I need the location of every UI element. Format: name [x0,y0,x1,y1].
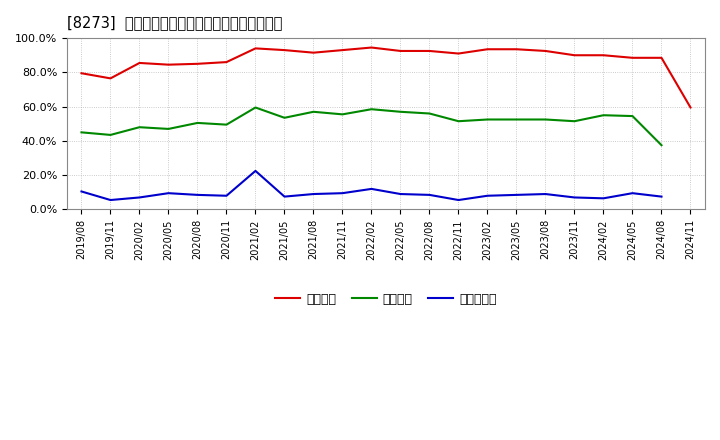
現預金比率 [77,189,86,194]
現預金比率 [570,195,579,200]
流動比率 [570,53,579,58]
当座比率 [309,109,318,114]
当座比率 [106,132,114,138]
流動比率 [193,61,202,66]
現預金比率 [193,192,202,198]
現預金比率 [338,191,347,196]
流動比率 [222,59,231,65]
現預金比率 [512,192,521,198]
現預金比率 [599,196,608,201]
現預金比率 [454,198,463,203]
当座比率 [512,117,521,122]
現預金比率 [367,186,376,191]
現預金比率 [426,192,434,198]
現預金比率 [164,191,173,196]
当座比率 [251,105,260,110]
流動比率 [512,47,521,52]
流動比率 [106,76,114,81]
当座比率 [541,117,550,122]
現預金比率 [280,194,289,199]
Line: 流動比率: 流動比率 [81,48,690,107]
当座比率 [77,130,86,135]
現預金比率 [222,193,231,198]
流動比率 [686,105,695,110]
現預金比率 [106,198,114,203]
流動比率 [164,62,173,67]
流動比率 [396,48,405,54]
流動比率 [628,55,636,60]
当座比率 [367,106,376,112]
流動比率 [367,45,376,50]
現預金比率 [483,193,492,198]
現預金比率 [251,168,260,173]
流動比率 [541,48,550,54]
当座比率 [657,143,666,148]
流動比率 [309,50,318,55]
現預金比率 [135,195,144,200]
流動比率 [77,70,86,76]
流動比率 [657,55,666,60]
現預金比率 [396,191,405,197]
Text: [8273]  流動比率、当座比率、現預金比率の推移: [8273] 流動比率、当座比率、現預金比率の推移 [67,15,282,30]
当座比率 [454,118,463,124]
当座比率 [222,122,231,127]
現預金比率 [657,194,666,199]
Legend: 流動比率, 当座比率, 現預金比率: 流動比率, 当座比率, 現預金比率 [271,288,502,311]
当座比率 [135,125,144,130]
流動比率 [599,53,608,58]
当座比率 [628,114,636,119]
Line: 現預金比率: 現預金比率 [81,171,662,200]
当座比率 [396,109,405,114]
当座比率 [280,115,289,121]
現預金比率 [628,191,636,196]
現預金比率 [309,191,318,197]
流動比率 [338,48,347,53]
流動比率 [454,51,463,56]
現預金比率 [541,191,550,197]
流動比率 [251,46,260,51]
流動比率 [280,48,289,53]
当座比率 [426,111,434,116]
流動比率 [483,47,492,52]
当座比率 [164,126,173,132]
当座比率 [193,120,202,125]
流動比率 [426,48,434,54]
当座比率 [599,113,608,118]
Line: 当座比率: 当座比率 [81,107,662,145]
当座比率 [483,117,492,122]
流動比率 [135,60,144,66]
当座比率 [570,118,579,124]
当座比率 [338,112,347,117]
